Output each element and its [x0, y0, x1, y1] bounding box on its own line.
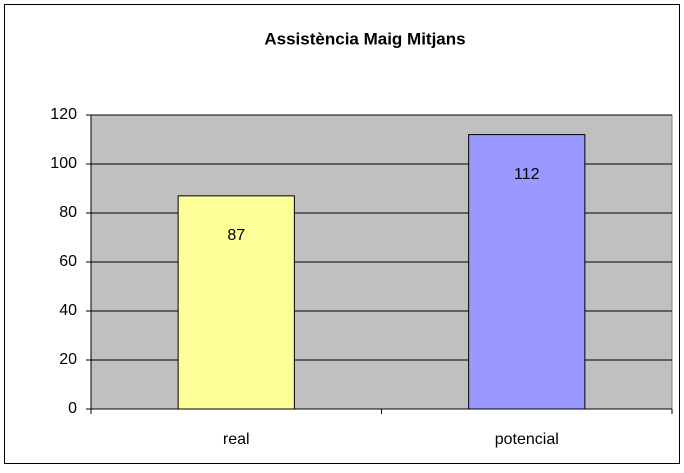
x-tick-label: potencial	[495, 431, 559, 448]
y-tick-label: 60	[59, 253, 77, 270]
y-tick-label: 0	[68, 400, 77, 417]
y-tick-label: 120	[50, 106, 77, 123]
y-tick-label: 100	[50, 155, 77, 172]
x-tick-label: real	[223, 431, 250, 448]
data-label: 112	[514, 166, 540, 183]
chart-title: Assistència Maig Mitjans	[264, 29, 465, 48]
data-label: 87	[227, 227, 245, 244]
y-tick-label: 20	[59, 351, 77, 368]
bar	[177, 195, 295, 410]
bar	[468, 134, 586, 410]
y-tick-label: 80	[59, 204, 77, 221]
y-tick-label: 40	[59, 302, 77, 319]
